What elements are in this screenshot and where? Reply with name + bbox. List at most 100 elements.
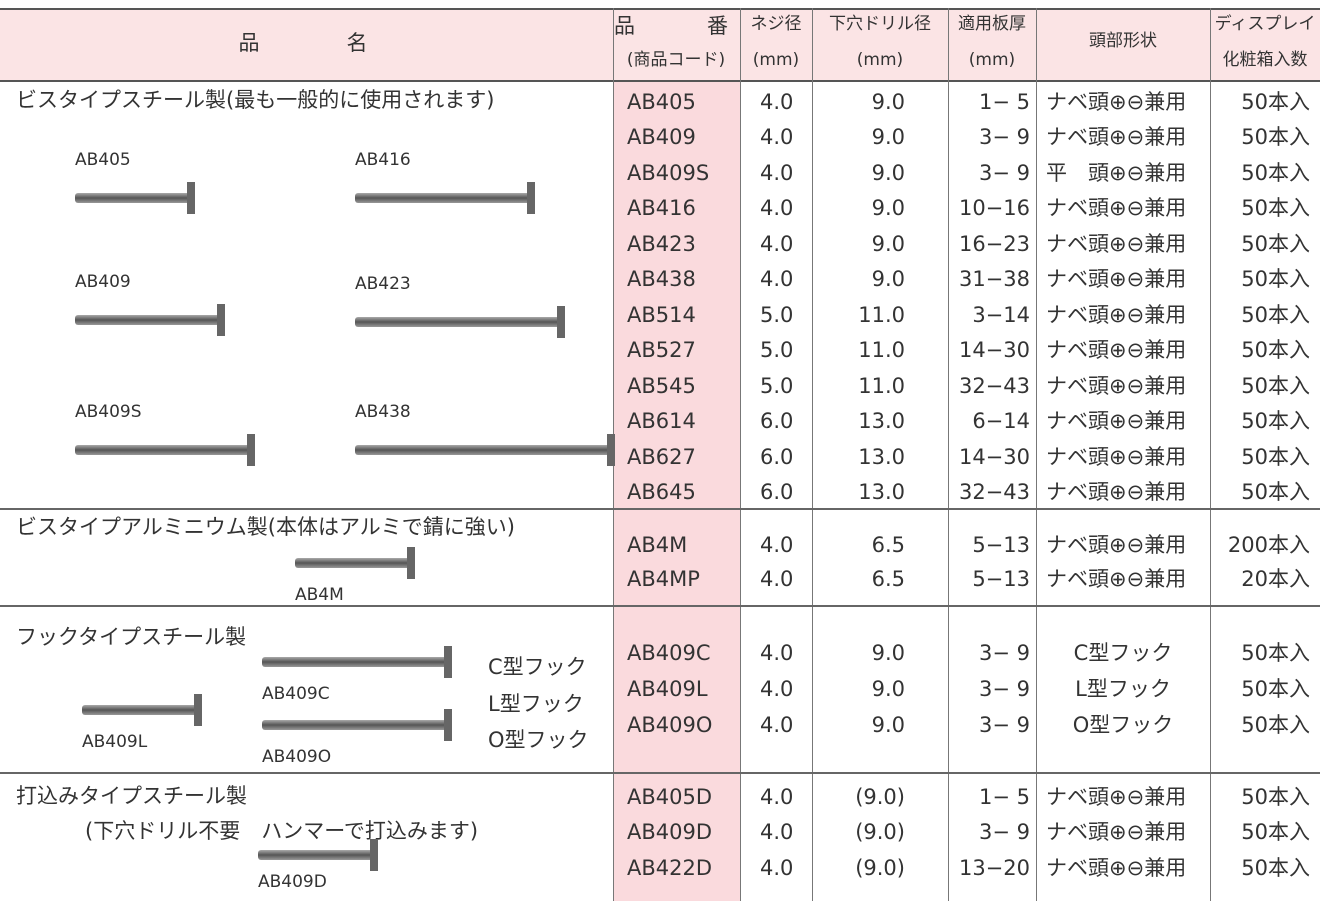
head-shape: ナベ頭⊕⊖兼用 bbox=[1046, 480, 1187, 505]
hook-label: L型フック bbox=[488, 692, 584, 716]
anchor-head bbox=[444, 646, 452, 678]
image-label: AB409L bbox=[82, 732, 148, 752]
product-code: AB405D bbox=[627, 784, 713, 809]
drill-diameter: 6.5 bbox=[871, 533, 905, 557]
anchor-shape bbox=[262, 720, 452, 730]
anchor-head bbox=[217, 304, 225, 336]
head-shape: ナベ頭⊕⊖兼用 bbox=[1046, 373, 1187, 398]
product-code: AB545 bbox=[627, 373, 696, 398]
drill-diameter: 9.0 bbox=[871, 125, 905, 150]
screw-diameter: 4.0 bbox=[760, 125, 794, 150]
screw-diameter: 5.0 bbox=[760, 338, 794, 363]
header-head: 頭部形状 bbox=[1089, 31, 1157, 51]
product-code: AB422D bbox=[627, 855, 713, 880]
box-quantity: 50本入 bbox=[1241, 784, 1310, 809]
plate-thickness: 6−14 bbox=[972, 409, 1030, 434]
plate-thickness: 3−14 bbox=[972, 302, 1030, 327]
drill-diameter: 6.5 bbox=[871, 567, 905, 591]
plate-thickness: 3− 9 bbox=[979, 641, 1030, 665]
plate-thickness: 10−16 bbox=[958, 196, 1030, 221]
anchor-head bbox=[527, 182, 535, 214]
product-code: AB416 bbox=[627, 196, 696, 221]
box-quantity: 50本入 bbox=[1241, 231, 1310, 256]
head-shape: ナベ頭⊕⊖兼用 bbox=[1046, 231, 1187, 256]
image-label: AB409C bbox=[262, 684, 330, 704]
product-code: AB614 bbox=[627, 409, 696, 434]
product-code: AB527 bbox=[627, 338, 696, 363]
drill-diameter: 9.0 bbox=[871, 641, 905, 665]
product-code: AB409D bbox=[627, 820, 713, 845]
box-quantity: 50本入 bbox=[1241, 196, 1310, 221]
image-label: AB405 bbox=[75, 150, 131, 170]
plate-thickness: 14−30 bbox=[958, 338, 1030, 363]
product-code: AB405 bbox=[627, 89, 696, 114]
screw-diameter: 4.0 bbox=[760, 820, 794, 845]
head-shape: C型フック bbox=[1073, 641, 1173, 665]
anchor-head bbox=[557, 306, 565, 338]
drill-diameter: 9.0 bbox=[871, 160, 905, 185]
screw-diameter: 4.0 bbox=[760, 196, 794, 221]
plate-thickness: 1− 5 bbox=[979, 784, 1030, 809]
head-shape: 平 頭⊕⊖兼用 bbox=[1046, 160, 1187, 185]
image-label: AB409S bbox=[75, 402, 142, 422]
plate-thickness: 31−38 bbox=[958, 267, 1030, 292]
plate-thickness: 16−23 bbox=[958, 231, 1030, 256]
head-shape: ナベ頭⊕⊖兼用 bbox=[1046, 302, 1187, 327]
box-quantity: 50本入 bbox=[1241, 713, 1310, 737]
plate-thickness: 3− 9 bbox=[979, 160, 1030, 185]
header-code: 品 番 bbox=[614, 14, 738, 38]
column-rule bbox=[1036, 8, 1037, 901]
column-rule bbox=[812, 8, 813, 901]
section-title: ビスタイプアルミニウム製(本体はアルミで錆に強い) bbox=[16, 515, 515, 539]
header-qty-sub: 化粧箱入数 bbox=[1222, 50, 1308, 70]
product-code: AB645 bbox=[627, 480, 696, 505]
box-quantity: 50本入 bbox=[1241, 820, 1310, 845]
box-quantity: 20本入 bbox=[1241, 567, 1310, 591]
head-shape: ナベ頭⊕⊖兼用 bbox=[1046, 567, 1187, 591]
column-rule bbox=[1210, 8, 1211, 901]
drill-diameter: 9.0 bbox=[871, 196, 905, 221]
header-thickness: 適用板厚 bbox=[958, 14, 1026, 34]
product-code: AB4M bbox=[627, 533, 688, 557]
top-rule bbox=[0, 8, 1320, 10]
drill-diameter: 11.0 bbox=[858, 338, 905, 363]
box-quantity: 50本入 bbox=[1241, 480, 1310, 505]
plate-thickness: 3− 9 bbox=[979, 125, 1030, 150]
product-code: AB514 bbox=[627, 302, 696, 327]
drill-diameter: 9.0 bbox=[871, 677, 905, 701]
box-quantity: 50本入 bbox=[1241, 89, 1310, 114]
plate-thickness: 1− 5 bbox=[979, 89, 1030, 114]
head-shape: ナベ頭⊕⊖兼用 bbox=[1046, 784, 1187, 809]
section-rule bbox=[0, 508, 1320, 510]
header-qty: ディスプレイ bbox=[1214, 14, 1316, 34]
header-bg bbox=[0, 8, 1320, 80]
section-title: ビスタイプスチール製(最も一般的に使用されます) bbox=[16, 88, 495, 112]
drill-diameter: 9.0 bbox=[871, 713, 905, 737]
anchor-shape bbox=[355, 445, 615, 455]
image-label: AB409O bbox=[262, 747, 332, 767]
box-quantity: 50本入 bbox=[1241, 125, 1310, 150]
plate-thickness: 3− 9 bbox=[979, 677, 1030, 701]
screw-diameter: 5.0 bbox=[760, 302, 794, 327]
drill-diameter: (9.0) bbox=[855, 784, 905, 809]
head-shape: ナベ頭⊕⊖兼用 bbox=[1046, 338, 1187, 363]
plate-thickness: 13−20 bbox=[958, 855, 1030, 880]
header-unit: (mm) bbox=[856, 50, 904, 70]
anchor-shape bbox=[355, 317, 565, 327]
box-quantity: 50本入 bbox=[1241, 444, 1310, 469]
anchor-shape bbox=[258, 850, 378, 860]
product-code: AB438 bbox=[627, 267, 696, 292]
drill-diameter: 13.0 bbox=[858, 409, 905, 434]
anchor-shape bbox=[262, 657, 452, 667]
plate-thickness: 32−43 bbox=[958, 480, 1030, 505]
drill-diameter: 11.0 bbox=[858, 302, 905, 327]
screw-diameter: 4.0 bbox=[760, 713, 794, 737]
head-shape: ナベ頭⊕⊖兼用 bbox=[1046, 196, 1187, 221]
header-unit: (mm) bbox=[752, 50, 800, 70]
screw-diameter: 6.0 bbox=[760, 444, 794, 469]
box-quantity: 200本入 bbox=[1227, 533, 1310, 557]
product-code: AB409S bbox=[627, 160, 710, 185]
hook-label: C型フック bbox=[488, 655, 587, 679]
screw-diameter: 4.0 bbox=[760, 160, 794, 185]
anchor-head bbox=[194, 694, 202, 726]
